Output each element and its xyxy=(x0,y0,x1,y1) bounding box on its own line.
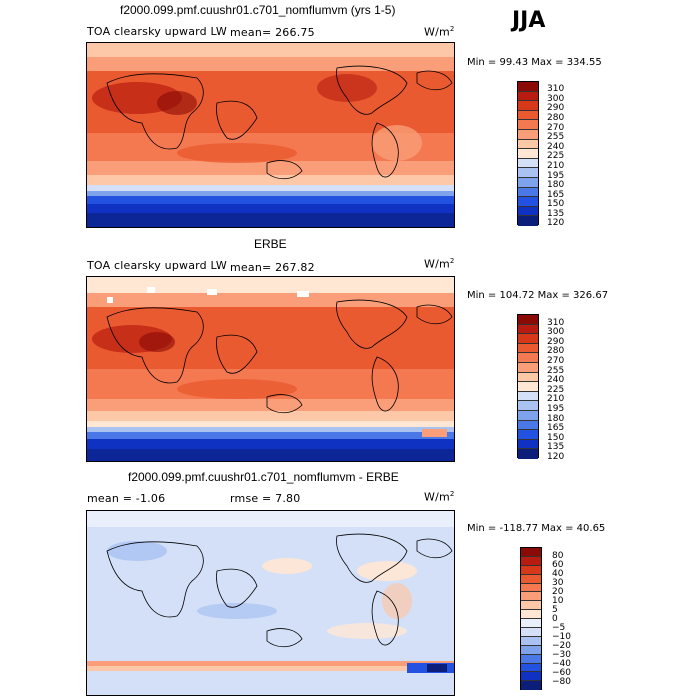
colorbar-tick: 40 xyxy=(552,569,564,579)
panel1-variable: TOA clearsky upward LW xyxy=(87,25,227,38)
colorbar-tick: −80 xyxy=(552,677,571,687)
panel2-variable: TOA clearsky upward LW xyxy=(87,259,227,272)
colorbar-tick: 0 xyxy=(552,614,558,624)
panel1-minmax: Min = 99.43 Max = 334.55 xyxy=(467,57,602,68)
colorbar-tick: 60 xyxy=(552,560,564,570)
colorbar-tick: 80 xyxy=(552,551,564,561)
panel3-mean: mean = -1.06 xyxy=(87,492,166,505)
colorbar-tick: 290 xyxy=(547,103,565,113)
colorbar-tick: 255 xyxy=(547,132,565,142)
colorbar-tick: 20 xyxy=(552,587,564,597)
panel1-title: f2000.099.pmf.cuushr01.c701_nomflumvm (y… xyxy=(120,3,396,17)
colorbar-tick: 150 xyxy=(547,433,565,443)
colorbar-tick: 280 xyxy=(547,113,565,123)
colorbar-tick: 10 xyxy=(552,596,564,606)
colorbar-tick: 255 xyxy=(547,366,565,376)
colorbar-tick: 30 xyxy=(552,578,564,588)
panel3-units: W/m2 xyxy=(424,490,455,504)
colorbar-tick: −5 xyxy=(552,623,566,633)
colorbar-tick: 195 xyxy=(547,404,565,414)
panel2-map-field xyxy=(87,277,454,461)
colorbar-tick: −10 xyxy=(552,632,571,642)
colorbar-tick: 150 xyxy=(547,199,565,209)
colorbar-tick: 135 xyxy=(547,442,565,452)
colorbar-tick: 210 xyxy=(547,394,565,404)
panel3-colorbar xyxy=(520,547,542,691)
colorbar-tick: 120 xyxy=(547,452,565,462)
colorbar-tick: 240 xyxy=(547,142,565,152)
colorbar-tick: 180 xyxy=(547,180,565,190)
panel2-minmax: Min = 104.72 Max = 326.67 xyxy=(467,290,609,301)
colorbar-tick: 5 xyxy=(552,605,558,615)
panel3-rmse: rmse = 7.80 xyxy=(230,492,301,505)
colorbar-tick: 270 xyxy=(547,356,565,366)
colorbar-tick: 165 xyxy=(547,190,565,200)
colorbar-tick: 290 xyxy=(547,337,565,347)
colorbar-tick: 240 xyxy=(547,375,565,385)
panel3-map-field xyxy=(87,511,454,695)
panel2-map xyxy=(86,276,455,462)
panel2-title: ERBE xyxy=(254,237,287,251)
season-label: JJA xyxy=(512,8,546,33)
colorbar-tick: 180 xyxy=(547,414,565,424)
colorbar-tick: 300 xyxy=(547,94,565,104)
colorbar-tick: 310 xyxy=(547,84,565,94)
panel3-minmax: Min = -118.77 Max = 40.65 xyxy=(467,523,606,534)
panel1-units: W/m2 xyxy=(424,25,455,39)
panel1-map xyxy=(86,42,455,228)
panel3-map xyxy=(86,510,455,696)
colorbar-tick: −30 xyxy=(552,650,571,660)
colorbar-tick: 310 xyxy=(547,318,565,328)
colorbar-tick: 195 xyxy=(547,171,565,181)
colorbar-tick: −60 xyxy=(552,668,571,678)
colorbar-tick: 300 xyxy=(547,327,565,337)
panel1-colorbar xyxy=(517,81,539,226)
colorbar-tick: 210 xyxy=(547,161,565,171)
colorbar-tick: 270 xyxy=(547,123,565,133)
panel1-mean: mean= 266.75 xyxy=(230,26,315,39)
colorbar-tick: −20 xyxy=(552,641,571,651)
colorbar-tick: 120 xyxy=(547,218,565,228)
panel2-mean: mean= 267.82 xyxy=(230,261,315,274)
panel2-units: W/m2 xyxy=(424,257,455,271)
colorbar-tick: 165 xyxy=(547,423,565,433)
colorbar-tick: 135 xyxy=(547,209,565,219)
panel1-map-field xyxy=(87,43,454,227)
panel2-colorbar xyxy=(517,314,539,459)
colorbar-tick: 280 xyxy=(547,346,565,356)
colorbar-tick: −40 xyxy=(552,659,571,669)
colorbar-tick: 225 xyxy=(547,151,565,161)
colorbar-tick: 225 xyxy=(547,385,565,395)
panel3-title: f2000.099.pmf.cuushr01.c701_nomflumvm - … xyxy=(128,470,399,484)
